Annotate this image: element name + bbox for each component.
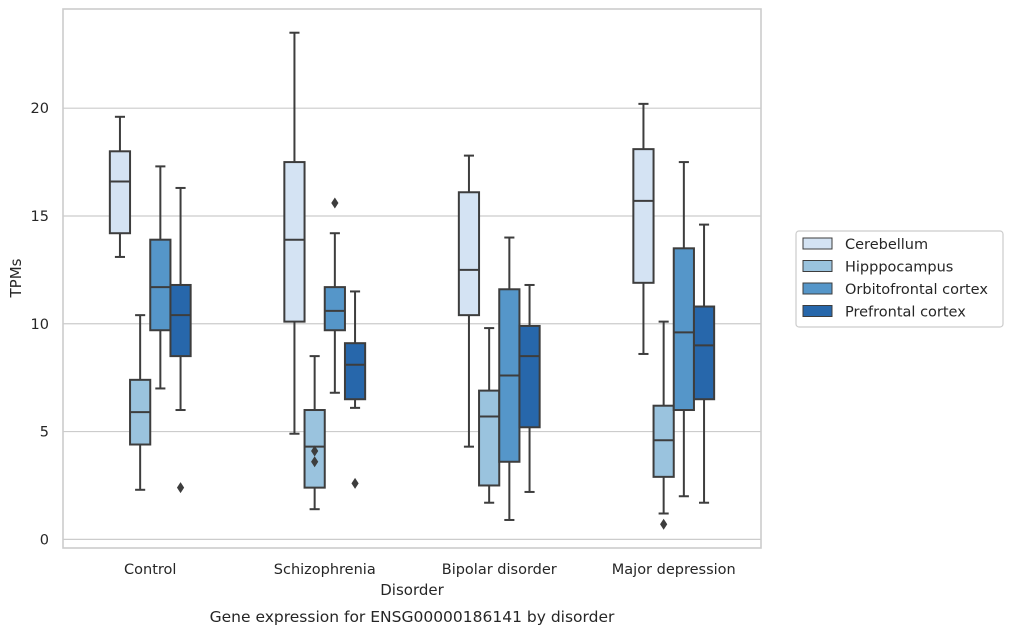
- box-hipppocampus: [652, 320, 675, 530]
- box-iqr: [323, 286, 346, 332]
- box-plot-series: [108, 31, 716, 530]
- outlier-point: [311, 445, 319, 457]
- legend-label: Hipppocampus: [845, 260, 953, 276]
- y-tick-label: 0: [40, 532, 49, 548]
- box-orbitofrontal-cortex: [149, 165, 172, 390]
- box-orbitofrontal-cortex: [498, 236, 521, 521]
- box-iqr: [518, 324, 541, 429]
- y-tick-label: 15: [31, 209, 49, 225]
- outlier-point: [660, 518, 668, 530]
- box-cerebellum: [283, 31, 306, 435]
- box-hipppocampus: [478, 327, 501, 504]
- box-prefrontal-cortex: [692, 223, 716, 504]
- legend-swatch: [802, 237, 833, 250]
- x-tick-label: Control: [124, 562, 176, 578]
- box-prefrontal-cortex: [169, 186, 192, 494]
- outlier-point: [311, 456, 319, 468]
- legend-label: Orbitofrontal cortex: [845, 282, 988, 298]
- outlier-point: [176, 482, 185, 494]
- box-iqr: [652, 404, 675, 478]
- box-iqr: [692, 305, 716, 401]
- y-tick-label: 5: [40, 425, 49, 441]
- y-tick-label: 10: [31, 317, 49, 333]
- box-iqr: [478, 389, 501, 487]
- box-iqr: [149, 238, 172, 332]
- box-cerebellum: [108, 115, 132, 258]
- y-tick-labels: 0 5 10 15 20: [31, 101, 49, 548]
- box-cerebellum: [457, 154, 481, 448]
- box-iqr: [108, 150, 132, 235]
- x-tick-labels: Control Schizophrenia Bipolar disorder Majo…: [124, 562, 736, 578]
- box-iqr: [672, 247, 695, 412]
- x-axis-title: Disorder: [380, 581, 444, 599]
- box-hipppocampus: [129, 314, 152, 491]
- outlier-point: [331, 197, 339, 209]
- outlier-point: [351, 477, 359, 489]
- box-iqr: [457, 191, 481, 317]
- box-orbitofrontal-cortex: [323, 197, 346, 394]
- legend-label: Prefrontal cortex: [845, 305, 966, 321]
- y-tick-label: 20: [31, 101, 49, 117]
- x-tick-label: Major depression: [612, 562, 736, 578]
- y-axis-title: TPMs: [7, 258, 25, 298]
- box-iqr: [283, 161, 306, 323]
- box-iqr: [343, 342, 367, 401]
- legend: Cerebellum Hipppocampus Orbitofrontal cort…: [795, 230, 1004, 328]
- x-tick-label: Bipolar disorder: [442, 562, 557, 578]
- legend-swatch: [802, 282, 833, 295]
- box-prefrontal-cortex: [343, 290, 367, 489]
- box-prefrontal-cortex: [518, 283, 541, 493]
- legend-swatch: [802, 260, 833, 272]
- box-hipppocampus: [303, 355, 326, 511]
- x-tick-label: Schizophrenia: [274, 562, 376, 578]
- legend-frame: [795, 230, 1004, 328]
- legend-swatch: [802, 305, 833, 317]
- box-iqr: [169, 283, 192, 358]
- box-orbitofrontal-cortex: [672, 161, 695, 498]
- plot-frame: [62, 8, 762, 549]
- box-cerebellum: [632, 102, 655, 355]
- box-iqr: [632, 148, 655, 284]
- chart-caption: Gene expression for ENSG00000186141 by d…: [210, 608, 615, 626]
- legend-label: Cerebellum: [845, 237, 928, 253]
